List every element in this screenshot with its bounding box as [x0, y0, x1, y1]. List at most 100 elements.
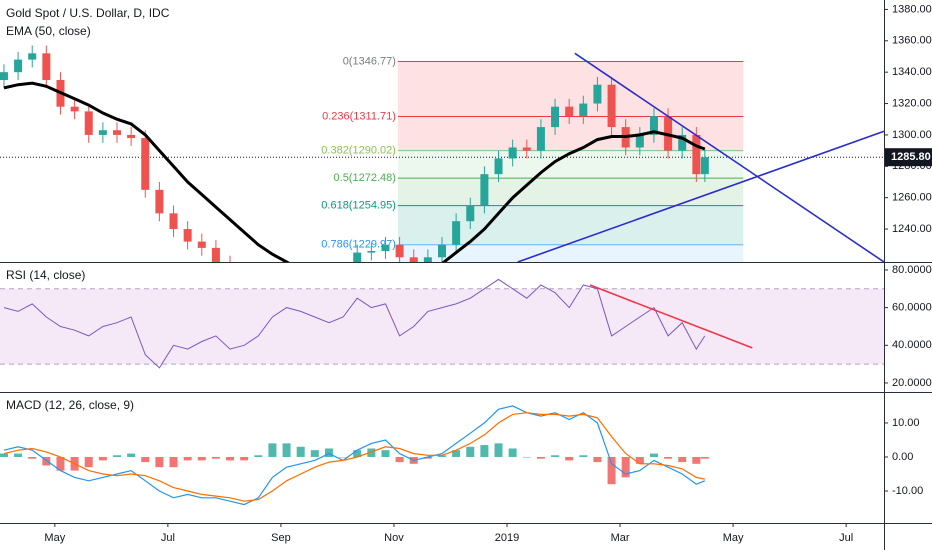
- histogram-bar: [0, 453, 8, 457]
- fib-band: [397, 244, 744, 262]
- x-tick-label: Sep: [271, 532, 291, 544]
- candle-body: [438, 244, 446, 258]
- candle-body: [494, 158, 503, 175]
- fib-band: [397, 150, 744, 179]
- candle-body: [339, 276, 347, 284]
- fib-label: 0.236(1311.71): [322, 110, 396, 122]
- panel-plot: [0, 278, 884, 369]
- x-tick-label: 2019: [495, 532, 519, 544]
- y-tick-label: 40.0000: [892, 339, 932, 351]
- x-tick-label: May: [44, 532, 65, 544]
- candle-body: [423, 257, 432, 262]
- candle-body: [395, 244, 404, 258]
- candle-body: [692, 134, 701, 175]
- histogram-bar: [141, 456, 150, 463]
- candle-body: [522, 147, 531, 151]
- series-name: EMA (50, close): [6, 24, 91, 38]
- candle-body: [127, 134, 136, 139]
- histogram-bar: [635, 456, 644, 464]
- candle-body: [508, 147, 517, 159]
- histogram-bar: [56, 456, 65, 471]
- candle-body: [565, 106, 574, 117]
- candle-body: [155, 189, 164, 214]
- histogram-bar: [14, 453, 23, 457]
- candle-body: [536, 127, 545, 151]
- ema-line: [3, 81, 706, 262]
- histogram-bar: [155, 456, 164, 468]
- histogram-bar: [310, 450, 319, 457]
- histogram-bar: [84, 456, 93, 468]
- histogram-bar: [494, 443, 503, 457]
- candle-body: [466, 205, 475, 222]
- candle-body: [649, 116, 658, 135]
- panel-title: MACD (12, 26, close, 9): [6, 398, 134, 412]
- histogram-bar: [169, 456, 178, 468]
- candle-body: [579, 103, 588, 117]
- x-tick-label: May: [723, 532, 744, 544]
- histogram-bar: [395, 456, 404, 463]
- candle-body: [700, 157, 709, 175]
- fib-label: 0.382(1290.02): [321, 144, 396, 156]
- candle-body: [367, 251, 376, 253]
- histogram-bar: [268, 443, 277, 457]
- panel-title: RSI (14, close): [6, 268, 85, 282]
- histogram-bar: [339, 456, 348, 458]
- x-tick-label: Mar: [611, 532, 630, 544]
- histogram-bar: [621, 456, 630, 478]
- histogram-bar: [296, 446, 305, 457]
- x-tick-label: Nov: [384, 532, 404, 544]
- y-tick-label: -10.00: [892, 485, 923, 497]
- histogram-bar: [438, 455, 446, 457]
- histogram-bar: [226, 456, 235, 461]
- rsi-band: [0, 288, 884, 365]
- histogram-bar: [353, 450, 362, 457]
- histogram-bar: [700, 456, 709, 459]
- histogram-bar: [664, 456, 673, 459]
- candle-body: [141, 138, 150, 190]
- y-tick-label: 1380.00: [892, 3, 932, 15]
- fib-band: [397, 116, 744, 151]
- y-tick-label: 1320.00: [892, 97, 932, 109]
- histogram-bar: [565, 456, 574, 461]
- last-price-box: [885, 148, 932, 167]
- candle-body: [678, 134, 687, 151]
- candle-body: [183, 229, 192, 242]
- candle-body: [28, 53, 37, 60]
- y-tick-label: 1240.00: [892, 223, 932, 235]
- histogram-bar: [98, 456, 107, 461]
- last-price-label: 1285.80: [891, 151, 931, 163]
- histogram-bar: [480, 445, 489, 457]
- fib-band: [397, 205, 744, 245]
- trend-line: [574, 52, 884, 262]
- candle-body: [480, 174, 489, 206]
- y-tick-label: 1300.00: [892, 129, 932, 141]
- histogram-bar: [678, 456, 687, 463]
- histogram-bar: [183, 456, 192, 461]
- histogram-bar: [607, 456, 616, 485]
- histogram-bar: [28, 456, 37, 459]
- candle-body: [551, 106, 560, 128]
- histogram-bar: [42, 456, 51, 466]
- histogram-bar: [254, 455, 263, 457]
- histogram-bar: [508, 448, 517, 457]
- y-tick-label: 10.00: [892, 417, 920, 429]
- candle-body: [226, 264, 234, 284]
- macd-line: [3, 412, 705, 502]
- candle-body: [353, 252, 362, 262]
- candle-body: [664, 116, 673, 151]
- candle-body: [113, 130, 121, 135]
- fib-label: 0.618(1254.95): [321, 200, 396, 212]
- fib-label: 0.5(1272.48): [334, 172, 396, 184]
- candle-body: [14, 59, 23, 73]
- candle-body: [70, 106, 79, 112]
- macd-line: [3, 405, 706, 506]
- y-tick-label: 80.0000: [892, 264, 932, 276]
- candle-body: [409, 257, 418, 262]
- rsi-line: [3, 278, 706, 369]
- histogram-bar: [282, 443, 291, 457]
- histogram-bar: [649, 453, 658, 457]
- candle-body: [607, 84, 616, 128]
- histogram-bar: [466, 446, 475, 457]
- chart-title: Gold Spot / U.S. Dollar, D, IDC: [6, 6, 170, 20]
